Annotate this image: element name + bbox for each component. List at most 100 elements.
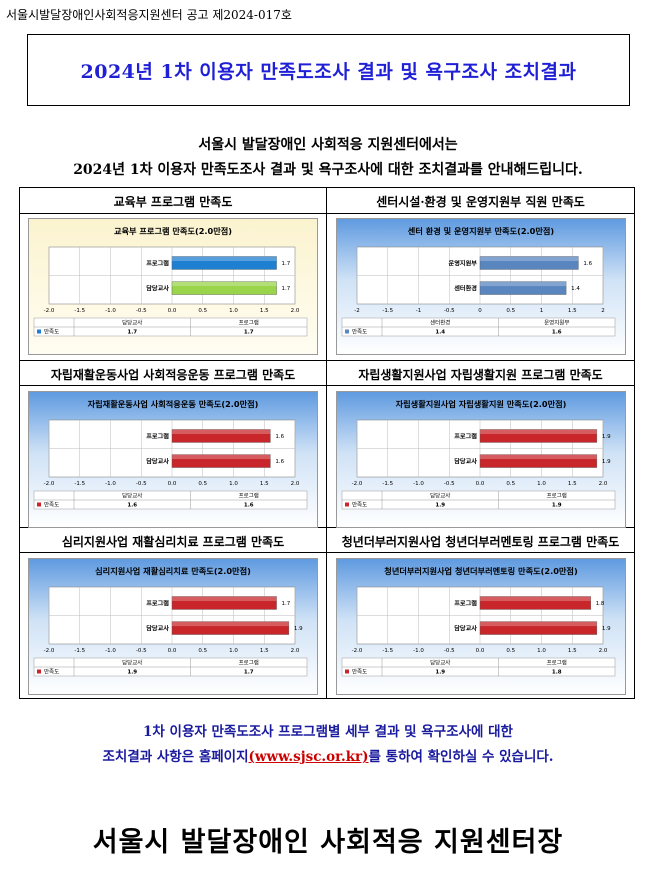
x-tick-label: -2 <box>354 308 359 314</box>
table-column-header: 담당교사 <box>430 659 450 667</box>
title-box: 2024년 1차 이용자 만족도조사 결과 및 욕구조사 조치결과 <box>27 34 630 106</box>
table-column-header: 프로그램 <box>546 493 566 500</box>
bar-value-label: 1.8 <box>595 601 604 607</box>
chart-title: 심리지원사업 재활심리치료 만족도(2.0만점) <box>95 566 251 576</box>
chart-panel: 자립재활운동사업 사회적응운동 만족도(2.0만점) -2.0 -1.5 -1.0 -0… <box>28 391 318 528</box>
chart-panel: 센터 환경 및 운영지원부 만족도(2.0만점) -2 -1.5 -1 -0.5 0 0.5… <box>335 218 626 355</box>
chart-panel: 교육부 프로그램 만족도(2.0만점) -2.0 -1.5 -1.0 -0.5 0.0 0.… <box>28 218 318 355</box>
x-tick-label: -1.0 <box>413 648 424 654</box>
x-tick-label: 1.5 <box>567 308 576 314</box>
x-tick-label: -1.0 <box>105 648 116 654</box>
x-tick-label: 0.5 <box>198 308 207 314</box>
homepage-link[interactable]: (www.sjsc.or.kr) <box>248 749 369 765</box>
chart-heading: 센터시설·환경 및 운영지원부 직원 만족도 <box>376 195 585 209</box>
x-tick-label: -0.5 <box>443 308 454 314</box>
x-tick-label: 0.5 <box>198 481 207 487</box>
chart-title: 센터 환경 및 운영지원부 만족도(2.0만점) <box>407 226 554 236</box>
x-tick-label: 0.5 <box>506 481 515 487</box>
table-column-header: 프로그램 <box>546 660 566 667</box>
x-tick-label: -1.5 <box>382 308 393 314</box>
grid-line <box>20 360 634 361</box>
bar-value-label: 1.6 <box>275 434 284 440</box>
bar-chart: 청년더부러지원사업 청년더부러멘토링 만족도(2.0만점) -2.0 -1.5 -1.… <box>336 559 625 694</box>
bar-chart: 자립재활운동사업 사회적응운동 만족도(2.0만점) -2.0 -1.5 -1.0 -0… <box>29 392 317 527</box>
legend-label: 만족도 <box>44 501 59 509</box>
bar-highlight <box>479 596 591 602</box>
footer-line-2-after: 를 통하여 확인하실 수 있습니다. <box>368 749 554 765</box>
x-tick-label: 1.0 <box>229 481 238 487</box>
grid-line <box>20 385 634 386</box>
chart-panel: 자립생활지원사업 자립생활지원 만족도(2.0만점) -2.0 -1.5 -1.0 -0… <box>335 391 626 528</box>
bar-value-label: 1.9 <box>294 626 303 632</box>
table-column-header: 담당교사 <box>430 492 450 500</box>
chart-title: 청년더부러지원사업 청년더부러멘토링 만족도(2.0만점) <box>384 566 578 576</box>
x-tick-label: 0.5 <box>506 648 515 654</box>
table-column-header: 담당교사 <box>122 492 142 500</box>
bar-category-label: 프로그램 <box>146 259 169 267</box>
table-cell-value: 1.6 <box>244 503 254 509</box>
table-cell-value: 1.6 <box>551 330 561 336</box>
table-cell-value: 1.7 <box>244 330 254 336</box>
x-tick-label: -1.5 <box>74 308 85 314</box>
table-cell-value: 1.9 <box>551 503 561 509</box>
chart-heading: 교육부 프로그램 만족도 <box>113 195 233 209</box>
bar <box>479 281 566 295</box>
table-cell-value: 1.9 <box>435 670 445 676</box>
legend-swatch <box>344 502 349 507</box>
x-tick-label: 2.0 <box>598 648 607 654</box>
bar <box>171 596 277 610</box>
chart-heading: 심리지원사업 재활심리치료 프로그램 만족도 <box>61 535 285 549</box>
bar-category-label: 운영지원부 <box>448 259 477 267</box>
x-tick-label: -1.5 <box>382 481 393 487</box>
intro-line-1: 서울시 발달장애인 사회적응 지원센터에서는 <box>198 137 458 153</box>
bar-category-label: 담당교사 <box>146 285 169 293</box>
bar-category-label: 프로그램 <box>454 599 477 607</box>
notice-number: 서울시발달장애인사회적응지원센터 공고 제2024-017호 <box>6 8 292 22</box>
legend-swatch <box>37 329 41 334</box>
bar-highlight <box>172 429 271 435</box>
footer-line-1: 1차 이용자 만족도조사 프로그램별 세부 결과 및 욕구조사에 대한 <box>143 724 513 740</box>
footer-line-2-before: 조치결과 사항은 홈페이지 <box>102 749 249 765</box>
table-cell-value: 1.7 <box>244 670 254 676</box>
bar-highlight <box>479 256 578 262</box>
x-tick-label: 0.0 <box>168 481 177 487</box>
x-tick-label: -1.5 <box>74 481 85 487</box>
x-tick-label: 1.5 <box>567 481 576 487</box>
page-title: 2024년 1차 이용자 만족도조사 결과 및 욕구조사 조치결과 <box>80 60 577 83</box>
x-tick-label: 1.0 <box>537 648 546 654</box>
table-column-header: 운영지원부 <box>544 319 569 327</box>
x-tick-label: 1.5 <box>260 648 269 654</box>
x-tick-label: -1 <box>415 308 420 314</box>
bar-highlight <box>172 454 271 460</box>
table-column-header: 프로그램 <box>239 320 259 327</box>
bar-category-label: 프로그램 <box>454 432 477 440</box>
x-tick-label: -1.5 <box>382 648 393 654</box>
chart-title: 자립재활운동사업 사회적응운동 만족도(2.0만점) <box>88 399 259 409</box>
chart-heading: 청년더부러지원사업 청년더부러멘토링 프로그램 만족도 <box>341 535 620 549</box>
x-tick-label: -1.0 <box>413 481 424 487</box>
bar-chart: 교육부 프로그램 만족도(2.0만점) -2.0 -1.5 -1.0 -0.5 0.0 0.… <box>29 219 317 354</box>
bar-value-label: 1.9 <box>601 626 610 632</box>
legend-swatch <box>37 502 41 507</box>
chart-title: 교육부 프로그램 만족도(2.0만점) <box>114 226 232 236</box>
bar <box>479 621 597 635</box>
bar <box>171 454 271 468</box>
footer-line-2: 조치결과 사항은 홈페이지(www.sjsc.or.kr)를 통하여 확인하실 … <box>0 745 656 765</box>
x-tick-label: 0.0 <box>168 308 177 314</box>
x-tick-label: 0.5 <box>506 308 515 314</box>
x-tick-label: -1.5 <box>74 648 85 654</box>
x-tick-label: 0.0 <box>475 648 484 654</box>
x-tick-label: -2.0 <box>44 308 55 314</box>
bar-value-label: 1.9 <box>601 459 610 465</box>
x-tick-label: -1.0 <box>105 308 116 314</box>
table-cell-value: 1.9 <box>127 670 137 676</box>
bar-highlight <box>479 454 597 460</box>
x-tick-label: -2.0 <box>351 481 362 487</box>
bar-highlight <box>172 596 277 602</box>
legend-label: 만족도 <box>44 328 59 336</box>
bar-category-label: 담당교사 <box>146 458 169 466</box>
table-column-header: 프로그램 <box>239 660 259 667</box>
bar-value-label: 1.7 <box>282 261 291 267</box>
table-column-header: 센터환경 <box>430 319 450 327</box>
